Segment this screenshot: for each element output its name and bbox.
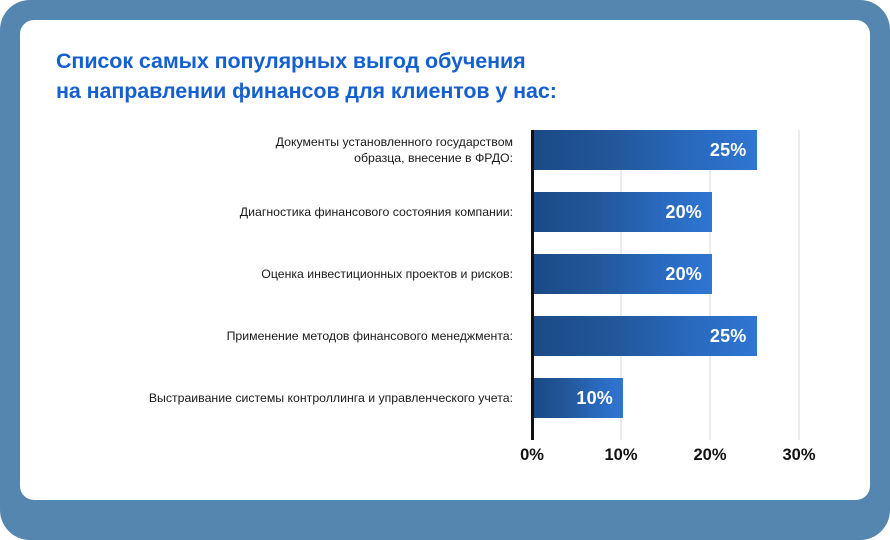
x-tick-label-0: 0% (520, 446, 544, 464)
category-label: Выстраивание системы контроллинга и упра… (73, 390, 513, 406)
bar-chart: 25% Документы установленного государством… (20, 20, 870, 500)
x-tick-label-20: 20% (693, 446, 727, 464)
bar-value-label: 25% (709, 140, 747, 160)
category-label: Применение методов финансового менеджмен… (73, 328, 513, 344)
bar[interactable] (534, 378, 623, 418)
bar-value-label: 20% (665, 202, 702, 222)
bar-value-label: 20% (665, 264, 702, 284)
category-label-line: Выстраивание системы контроллинга и упра… (148, 391, 513, 405)
bar-row[interactable]: 25% (534, 130, 757, 170)
x-tick-label-30: 30% (782, 446, 816, 464)
category-label: Оценка инвестиционных проектов и рисков: (73, 266, 513, 282)
x-tick-label-10: 10% (604, 446, 638, 464)
bar-row[interactable]: 20% (534, 254, 712, 294)
category-label-line: Документы установленного государством (275, 135, 513, 149)
chart-card: Список самых популярных выгод обучения н… (20, 20, 870, 500)
bar-row[interactable]: 10% (534, 378, 623, 418)
bar[interactable] (534, 316, 757, 356)
category-label-line: Оценка инвестиционных проектов и рисков: (261, 267, 513, 281)
category-label-line: Применение методов финансового менеджмен… (226, 329, 513, 343)
category-label-line: Диагностика финансового состояния компан… (239, 205, 513, 219)
page-title-line-1: Список самых популярных выгод обучения (56, 49, 526, 73)
bar-value-label: 25% (709, 326, 747, 346)
gridline-30 (798, 130, 800, 440)
bar[interactable] (534, 192, 712, 232)
page-title-line-2: на направлении финансов для клиентов у н… (56, 79, 557, 103)
category-label: Документы установленного государством обр… (73, 134, 513, 166)
category-label-line: образца, внесение в ФРДО: (354, 151, 513, 165)
page-title: Список самых популярных выгод обучения н… (56, 46, 676, 106)
y-axis-line (531, 130, 534, 440)
bar[interactable] (534, 254, 712, 294)
bar-row[interactable]: 20% (534, 192, 712, 232)
category-label: Диагностика финансового состояния компан… (73, 204, 513, 220)
plot-area: 25% Документы установленного государством… (149, 130, 819, 464)
bar-row[interactable]: 25% (534, 316, 757, 356)
bar-value-label: 10% (576, 388, 613, 408)
bar[interactable] (534, 130, 757, 170)
